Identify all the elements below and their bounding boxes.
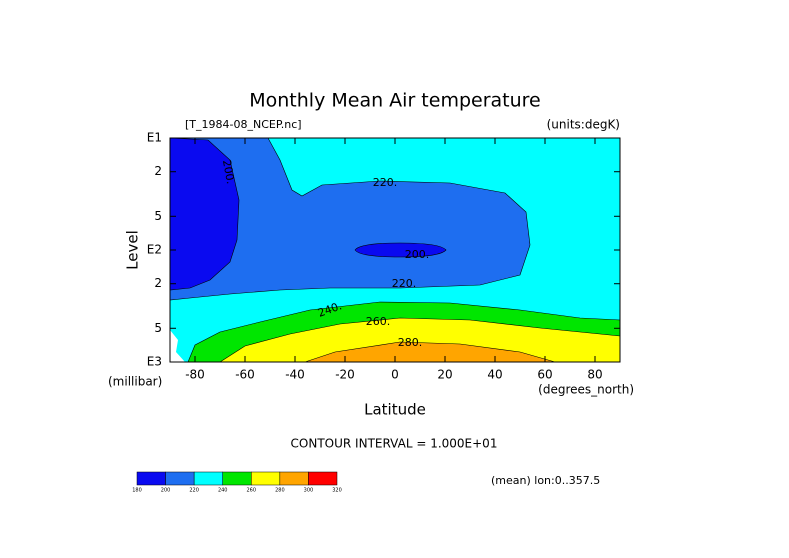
colorbar-label: 180: [132, 488, 142, 494]
contour-region: [169, 137, 531, 301]
colorbar-label: 280: [275, 488, 285, 494]
x-tick-label: -60: [235, 368, 255, 382]
colorbar-swatch: [136, 471, 166, 486]
colorbar-swatch: [279, 471, 309, 486]
x-tick-label: 20: [437, 368, 452, 382]
colorbar-swatch: [308, 471, 338, 486]
y-axis-label: Level: [124, 230, 142, 270]
y-tick-label: 5: [154, 209, 162, 223]
x-tick-label: 80: [587, 368, 602, 382]
colorbar-label: 240: [218, 488, 228, 494]
footnote: (mean) lon:0..357.5: [491, 474, 600, 487]
y-tick-label: E2: [147, 243, 162, 257]
y-tick-label: 2: [154, 276, 162, 290]
colorbar-swatch: [165, 471, 195, 486]
plot-area: 220.200.220.240.260.280.200.: [169, 137, 621, 363]
contour-label: 200.: [220, 159, 237, 185]
y-tick-label: 5: [154, 321, 162, 335]
contour-label: 220.: [392, 277, 417, 290]
dataset-label: [T_1984-08_NCEP.nc]: [185, 118, 302, 131]
y-tick-label: 2: [154, 164, 162, 178]
colorbar-swatch: [251, 471, 281, 486]
white-gap: [170, 330, 185, 362]
axes: -80 -60 -40 -20 0 20 40 60 80 E1 2 5 E2 2 5 E3: [147, 131, 621, 382]
contour-region: [169, 137, 240, 291]
colorbar-swatch: [193, 471, 223, 486]
contour-label: 280.: [398, 336, 423, 349]
y-units-label: (millibar): [108, 375, 162, 389]
contour-label: 220.: [373, 176, 398, 189]
colorbar-label: 220: [189, 488, 199, 494]
colorbar-swatch: [222, 471, 252, 486]
x-units-label: (degrees_north): [538, 383, 634, 397]
contour-label: 260.: [366, 315, 391, 328]
x-tick-label: 40: [487, 368, 502, 382]
contour-label: 200.: [405, 248, 430, 261]
colorbar-label: 260: [247, 488, 257, 494]
y-tick-label: E1: [147, 131, 162, 145]
x-tick-label: -80: [185, 368, 205, 382]
chart-title: Monthly Mean Air temperature: [249, 90, 540, 112]
contour-region: [354, 242, 447, 258]
colorbar-label: 300: [304, 488, 314, 494]
x-tick-label: -20: [335, 368, 355, 382]
y-tick-label: E3: [147, 355, 162, 369]
colorbar-label: 200: [161, 488, 171, 494]
units-label: (units:degK): [547, 118, 620, 132]
x-tick-label: -40: [285, 368, 305, 382]
x-tick-label: 0: [391, 368, 399, 382]
x-axis-label: Latitude: [364, 401, 426, 419]
colorbar-label: 320: [332, 488, 342, 494]
contour-interval: CONTOUR INTERVAL = 1.000E+01: [291, 437, 498, 451]
x-tick-label: 60: [537, 368, 552, 382]
